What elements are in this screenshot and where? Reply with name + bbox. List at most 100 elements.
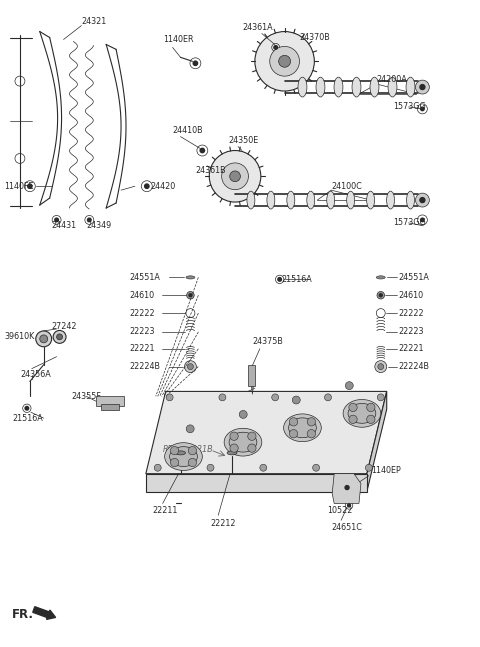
Circle shape [28, 184, 32, 188]
Text: REF.20-221B: REF.20-221B [163, 445, 213, 454]
Circle shape [349, 415, 357, 424]
Polygon shape [332, 474, 361, 503]
Circle shape [188, 364, 193, 369]
Text: 22223: 22223 [398, 327, 424, 336]
Ellipse shape [288, 418, 316, 437]
Text: 24361B: 24361B [195, 166, 226, 175]
Circle shape [189, 294, 192, 297]
Text: 24361A: 24361A [242, 23, 273, 32]
Ellipse shape [348, 404, 376, 423]
Circle shape [367, 403, 375, 411]
Text: 24100C: 24100C [331, 182, 362, 191]
Circle shape [188, 458, 197, 466]
Circle shape [209, 151, 261, 202]
Ellipse shape [298, 77, 307, 97]
Circle shape [420, 197, 425, 203]
Text: 24200A: 24200A [377, 74, 408, 83]
Text: 24350E: 24350E [228, 136, 258, 145]
Circle shape [55, 218, 59, 222]
Circle shape [248, 444, 256, 452]
FancyArrow shape [33, 607, 56, 619]
Text: 22223: 22223 [129, 327, 155, 336]
Circle shape [377, 394, 384, 401]
Ellipse shape [327, 191, 335, 209]
Text: 24355F: 24355F [72, 392, 101, 401]
Circle shape [365, 465, 372, 471]
Ellipse shape [352, 77, 361, 97]
Polygon shape [146, 391, 387, 474]
Circle shape [289, 418, 298, 426]
Ellipse shape [229, 432, 257, 452]
Text: 10522: 10522 [327, 506, 353, 515]
Circle shape [40, 335, 48, 343]
Ellipse shape [370, 77, 379, 97]
Circle shape [420, 218, 424, 222]
Ellipse shape [316, 77, 325, 97]
Circle shape [219, 394, 226, 401]
Text: 22221: 22221 [129, 344, 155, 353]
Text: 1573GG: 1573GG [394, 219, 426, 227]
Circle shape [324, 394, 332, 401]
Text: 24551A: 24551A [398, 273, 430, 282]
Circle shape [36, 331, 52, 347]
Circle shape [230, 171, 240, 182]
Circle shape [416, 193, 429, 207]
Circle shape [222, 163, 249, 190]
Text: 21516A: 21516A [282, 275, 312, 284]
Text: 24610: 24610 [129, 291, 154, 300]
Circle shape [193, 61, 198, 65]
Text: FR.: FR. [12, 608, 34, 621]
Text: 1140ER: 1140ER [163, 35, 193, 44]
Text: 24321: 24321 [82, 17, 107, 26]
Text: 24410B: 24410B [173, 126, 203, 135]
Circle shape [379, 294, 382, 297]
Circle shape [170, 446, 179, 455]
Ellipse shape [376, 276, 385, 279]
Circle shape [166, 394, 173, 401]
Ellipse shape [227, 451, 237, 455]
Circle shape [144, 184, 149, 188]
Circle shape [420, 85, 425, 89]
Text: 24651C: 24651C [331, 523, 362, 532]
Text: 27242: 27242 [52, 322, 77, 331]
Text: 24349: 24349 [86, 221, 111, 230]
Text: 1140EP: 1140EP [371, 466, 401, 475]
Ellipse shape [307, 191, 315, 209]
Ellipse shape [406, 77, 415, 97]
Circle shape [170, 458, 179, 466]
Polygon shape [367, 391, 387, 492]
Circle shape [279, 56, 290, 67]
Ellipse shape [224, 428, 262, 456]
Ellipse shape [186, 276, 195, 279]
Circle shape [188, 446, 197, 455]
Circle shape [348, 504, 350, 507]
Ellipse shape [284, 414, 321, 442]
Polygon shape [146, 474, 367, 492]
Circle shape [416, 80, 429, 94]
Text: 22222: 22222 [398, 309, 424, 318]
Circle shape [53, 331, 66, 344]
Circle shape [375, 360, 387, 373]
Circle shape [349, 403, 357, 411]
Circle shape [239, 410, 247, 419]
Text: 24370B: 24370B [300, 33, 330, 42]
Circle shape [278, 278, 281, 281]
Text: 24420: 24420 [151, 182, 176, 191]
Text: 24356A: 24356A [20, 370, 51, 379]
Ellipse shape [287, 191, 295, 209]
Text: 1140FE: 1140FE [4, 182, 34, 191]
Polygon shape [252, 386, 253, 395]
Text: 39610K: 39610K [4, 333, 34, 342]
Ellipse shape [386, 191, 395, 209]
Circle shape [292, 396, 300, 404]
Ellipse shape [169, 446, 197, 466]
Ellipse shape [388, 77, 397, 97]
Ellipse shape [247, 191, 255, 209]
Text: 24610: 24610 [398, 291, 424, 300]
Ellipse shape [165, 443, 203, 470]
Text: 22222: 22222 [129, 309, 155, 318]
Ellipse shape [176, 451, 185, 455]
Bar [96, 397, 124, 406]
Circle shape [186, 425, 194, 433]
Circle shape [377, 292, 384, 299]
